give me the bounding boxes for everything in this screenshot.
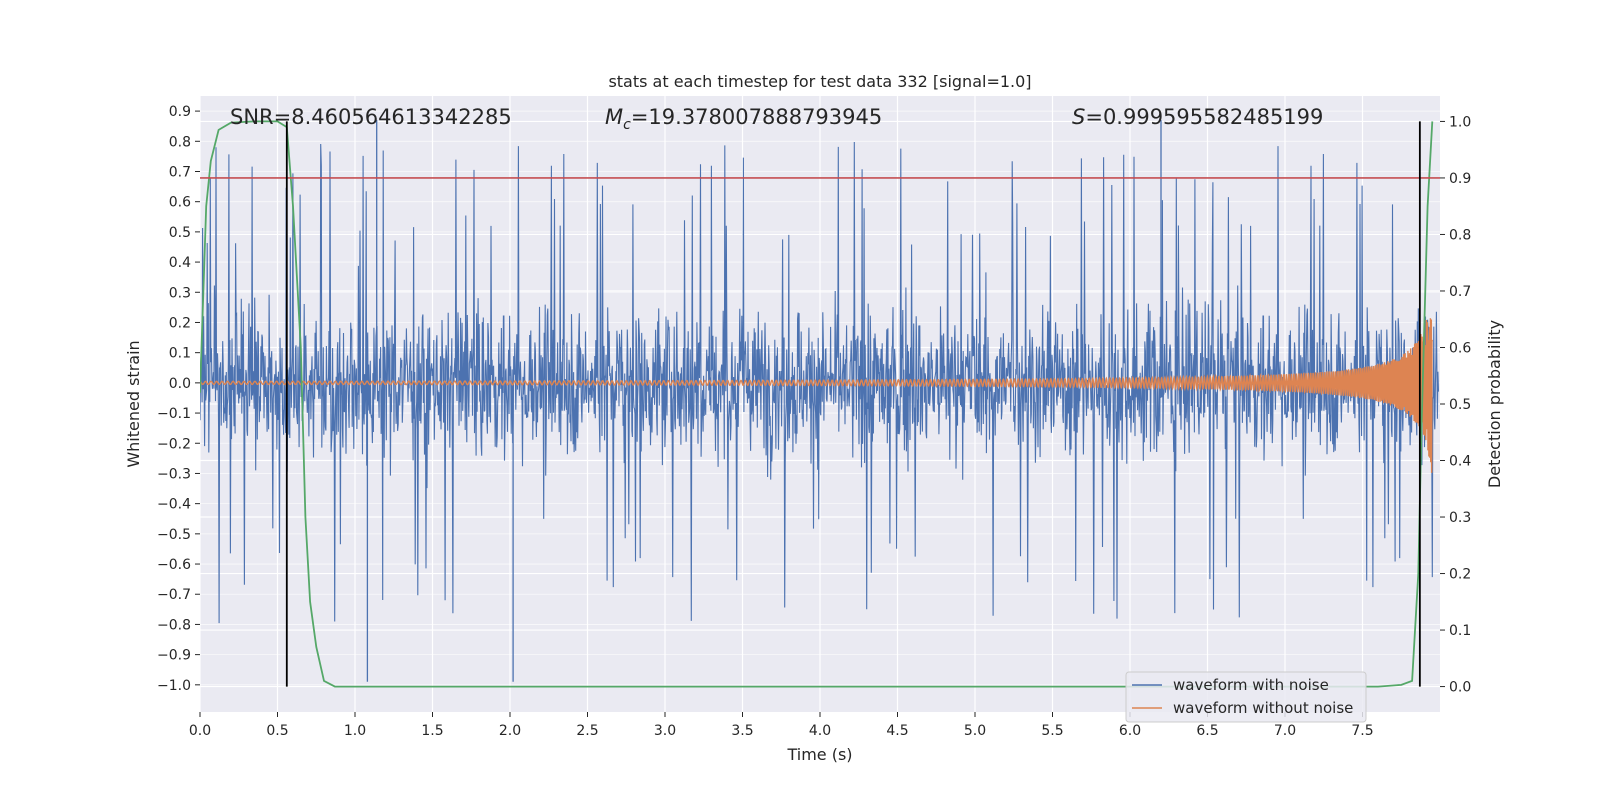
x-tick-label: 3.5: [731, 723, 753, 739]
legend-box: [1125, 671, 1367, 723]
left-y-tick-label: −0.4: [157, 497, 191, 513]
x-tick-label: 7.5: [1351, 723, 1373, 739]
right-y-tick-label: 0.5: [1449, 397, 1471, 413]
x-tick-label: 5.0: [964, 723, 986, 739]
x-tick-label: 0.5: [266, 723, 288, 739]
left-y-axis-label: Whitened strain: [124, 340, 143, 467]
clean-waveform-series: [200, 318, 1433, 473]
left-y-axis-ticks: 0.9 0.8 0.7 0.6 0.5 0.4 0.3 0.2 0.1 0.0 −0.1 −0.2 −0…: [157, 104, 200, 694]
x-axis-ticks: 0.0 0.5 1.0 1.5 2.0 2.5 3.0 3.5 4.0 4.5 5.0 5.5 6.0 6…: [189, 712, 1374, 739]
noise-waveform-series: [200, 120, 1440, 682]
score-symbol: S: [1072, 105, 1085, 129]
left-y-tick-label: 0.0: [169, 376, 191, 392]
chart-title: stats at each timestep for test data 332…: [608, 72, 1031, 91]
left-y-tick-label: 0.2: [169, 315, 191, 331]
left-y-tick-label: −0.8: [157, 617, 191, 633]
left-y-tick-label: 0.4: [169, 255, 191, 271]
clean-waveform-line: [200, 318, 1433, 473]
right-y-tick-label: 1.0: [1449, 114, 1471, 130]
left-y-tick-label: 0.7: [169, 164, 191, 180]
right-y-tick-label: 0.4: [1449, 454, 1471, 470]
left-y-tick-label: 0.5: [169, 225, 191, 241]
detection-probability-line: [200, 120, 1434, 688]
detection-probability-series: [200, 120, 1434, 688]
left-y-tick-label: 0.8: [169, 134, 191, 150]
score-value: =0.999595582485199: [1085, 105, 1323, 129]
left-y-tick-label: −0.9: [157, 648, 191, 664]
right-y-tick-label: 0.1: [1449, 623, 1471, 639]
left-y-tick-label: −0.7: [157, 587, 191, 603]
left-y-tick-label: −0.2: [157, 436, 191, 452]
x-tick-label: 2.0: [499, 723, 521, 739]
left-y-tick-label: 0.9: [169, 104, 191, 120]
right-y-tick-label: 0.3: [1449, 510, 1471, 526]
x-tick-label: 1.5: [421, 723, 443, 739]
left-y-tick-label: −0.3: [157, 466, 191, 482]
left-y-tick-label: 0.6: [169, 195, 191, 211]
legend: waveform with noise waveform without noi…: [1125, 671, 1367, 723]
legend-label-noise: waveform with noise: [1173, 676, 1329, 694]
x-tick-label: 4.5: [886, 723, 908, 739]
x-tick-label: 7.0: [1274, 723, 1296, 739]
x-tick-label: 2.5: [576, 723, 598, 739]
score-annotation: S=0.999595582485199: [1072, 105, 1323, 129]
right-y-axis-ticks: 1.0 0.9 0.8 0.7 0.6 0.5 0.4 0.3 0.2 0.1 0.0: [1440, 114, 1471, 696]
x-tick-label: 1.0: [344, 723, 366, 739]
right-y-tick-label: 0.0: [1449, 680, 1471, 696]
left-y-tick-label: −0.1: [157, 406, 191, 422]
x-tick-label: 3.0: [654, 723, 676, 739]
x-tick-label: 0.0: [189, 723, 211, 739]
left-y-tick-label: 0.3: [169, 285, 191, 301]
snr-annotation: SNR=8.460564613342285: [230, 105, 512, 129]
left-y-tick-label: −0.5: [157, 527, 191, 543]
left-y-tick-label: −1.0: [157, 678, 191, 694]
x-tick-label: 6.0: [1119, 723, 1141, 739]
right-y-axis-label: Detection probability: [1485, 320, 1504, 488]
chirp-mass-annotation: Mc=19.378007888793945: [605, 105, 882, 133]
chirp-mass-subscript: c: [623, 117, 631, 133]
x-tick-label: 6.5: [1196, 723, 1218, 739]
chirp-mass-value: =19.378007888793945: [631, 105, 882, 129]
right-y-tick-label: 0.7: [1449, 284, 1471, 300]
left-y-tick-label: 0.1: [169, 346, 191, 362]
right-y-tick-label: 0.2: [1449, 567, 1471, 583]
noise-waveform-line: [200, 141, 1440, 624]
x-axis-label: Time (s): [786, 745, 852, 764]
legend-label-clean: waveform without noise: [1173, 699, 1353, 717]
chirp-mass-symbol: M: [605, 105, 623, 129]
right-y-tick-label: 0.8: [1449, 227, 1471, 243]
right-y-tick-label: 0.6: [1449, 340, 1471, 356]
x-tick-label: 4.0: [809, 723, 831, 739]
reference-lines: [200, 121, 1440, 687]
left-y-tick-label: −0.6: [157, 557, 191, 573]
right-y-tick-label: 0.9: [1449, 171, 1471, 187]
x-tick-label: 5.5: [1041, 723, 1063, 739]
